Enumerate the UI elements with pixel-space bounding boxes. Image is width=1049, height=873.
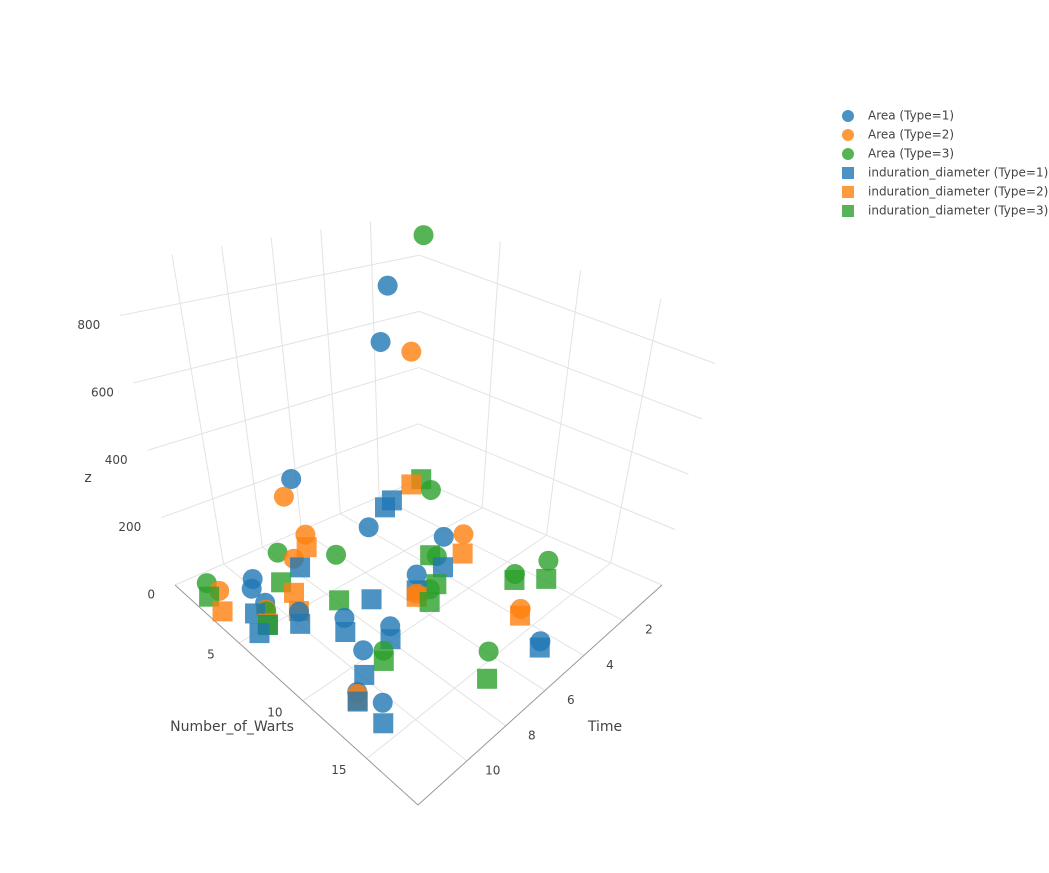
circle-marker — [358, 517, 379, 538]
marks — [196, 225, 559, 734]
y-axis-title: Time — [587, 719, 622, 735]
square-marker — [290, 613, 311, 634]
z-tick-label: 600 — [91, 385, 114, 399]
legend-label: Area (Type=1) — [868, 109, 954, 123]
legend-symbol — [842, 167, 854, 179]
square-marker — [375, 497, 396, 518]
grid-line — [481, 241, 501, 508]
grid-line — [417, 479, 663, 586]
circle-marker — [413, 225, 434, 246]
legend-item[interactable]: induration_diameter (Type=1) — [842, 166, 1048, 180]
square-marker — [284, 582, 305, 603]
grid-line — [302, 534, 547, 702]
circle-marker — [420, 479, 441, 500]
grid-line — [545, 270, 582, 536]
grid-line — [418, 423, 676, 531]
grid-line — [320, 229, 341, 514]
square-marker — [373, 650, 394, 671]
legend-symbol — [842, 129, 854, 141]
circle-marker — [267, 542, 288, 563]
x-tick-label: 15 — [331, 763, 346, 777]
legend-label: Area (Type=3) — [868, 147, 954, 161]
z-tick-label: 200 — [118, 520, 141, 534]
square-marker — [373, 713, 394, 734]
x-tick-label: 10 — [267, 705, 282, 719]
y-tick-label: 2 — [645, 623, 653, 637]
legend-label: induration_diameter (Type=3) — [868, 204, 1048, 218]
legend-symbol — [842, 205, 854, 217]
circle-marker — [478, 641, 499, 662]
z-tick-label: 0 — [147, 588, 155, 602]
x-axis-title: Number_of_Warts — [170, 719, 294, 735]
y-tick-label: 10 — [485, 764, 500, 778]
legend-item[interactable]: Area (Type=1) — [842, 109, 954, 123]
labels: Number_of_Warts Time z 5 10 15 2 4 6 8 10 0 200 40… — [77, 318, 652, 777]
square-marker — [354, 664, 375, 685]
grid-line — [147, 367, 419, 451]
axis-line — [174, 584, 419, 806]
circle-marker — [406, 564, 427, 585]
circle-marker — [281, 469, 302, 490]
square-marker — [536, 568, 557, 589]
square-marker — [401, 474, 422, 495]
legend-label: Area (Type=2) — [868, 128, 954, 142]
grid-line — [133, 310, 420, 384]
y-tick-label: 8 — [528, 728, 536, 742]
grid-line — [610, 298, 662, 563]
grid-line — [419, 254, 716, 364]
grid-line — [120, 254, 420, 317]
legend-symbol — [842, 186, 854, 198]
grid-line — [378, 496, 624, 621]
circle-marker — [273, 486, 294, 507]
square-marker — [504, 569, 525, 590]
square-marker — [296, 537, 317, 558]
grid-line — [418, 367, 689, 475]
circle-marker — [370, 331, 391, 352]
legend-item[interactable]: Area (Type=2) — [842, 128, 954, 142]
legend-item[interactable]: Area (Type=3) — [842, 147, 954, 161]
circle-marker — [326, 544, 347, 565]
legend-symbol — [842, 148, 854, 160]
circle-marker — [377, 275, 398, 296]
grid — [120, 221, 716, 806]
square-marker — [477, 668, 498, 689]
circle-marker — [538, 550, 559, 571]
grid-line — [369, 221, 380, 497]
z-tick-label: 800 — [77, 318, 100, 332]
x-tick-label: 5 — [207, 647, 215, 661]
circle-marker — [401, 341, 422, 362]
z-tick-label: 400 — [105, 453, 128, 467]
square-marker — [290, 557, 311, 578]
square-marker — [249, 623, 270, 644]
legend-label: induration_diameter (Type=1) — [868, 166, 1048, 180]
legend-item[interactable]: induration_diameter (Type=3) — [842, 204, 1048, 218]
legend-symbol — [842, 110, 854, 122]
y-tick-label: 6 — [567, 693, 575, 707]
circle-marker — [353, 640, 374, 661]
circle-marker — [372, 692, 393, 713]
square-marker — [452, 543, 473, 564]
circle-marker — [433, 526, 454, 547]
grid-line — [171, 254, 225, 565]
square-marker — [510, 605, 531, 626]
square-marker — [335, 621, 356, 642]
legend-item[interactable]: induration_diameter (Type=2) — [842, 185, 1048, 199]
square-marker — [329, 590, 350, 611]
circle-marker — [453, 524, 474, 545]
square-marker — [432, 557, 453, 578]
square-marker — [419, 591, 440, 612]
square-marker — [212, 601, 233, 622]
square-marker — [347, 691, 368, 712]
legend-label: induration_diameter (Type=2) — [868, 185, 1048, 199]
square-marker — [361, 589, 382, 610]
z-axis-title: z — [84, 470, 91, 486]
circle-marker — [241, 578, 262, 599]
legend: Area (Type=1) Area (Type=2) Area (Type=3) i… — [842, 109, 1048, 218]
grid-line — [419, 310, 702, 420]
square-marker — [529, 637, 550, 658]
y-tick-label: 4 — [606, 658, 614, 672]
axis-line — [417, 584, 663, 806]
grid-line — [221, 246, 263, 548]
